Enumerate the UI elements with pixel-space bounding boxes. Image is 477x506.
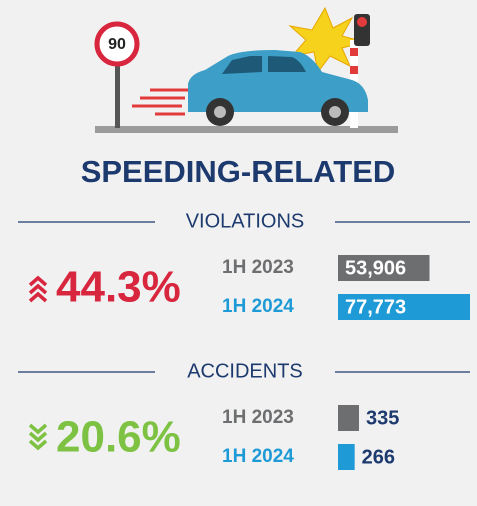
hub <box>329 106 341 118</box>
value-label: 53,906 <box>345 257 406 279</box>
speed-limit: 90 <box>108 36 126 53</box>
hub <box>214 106 226 118</box>
period-label: 1H 2023 <box>222 407 294 428</box>
period-label: 1H 2023 <box>222 257 294 278</box>
section-heading: ACCIDENTS <box>187 360 303 382</box>
value-label: 77,773 <box>345 296 406 318</box>
title: SPEEDING-RELATED <box>81 154 396 189</box>
value-label: 335 <box>366 407 399 429</box>
section-heading: VIOLATIONS <box>186 210 305 232</box>
signal-light <box>357 17 367 27</box>
infographic: 90 SPEEDING-RELATED VIOLATIONS 44.3% 1H 20… <box>0 0 477 506</box>
period-label: 1H 2024 <box>222 296 294 317</box>
change-percent: 20.6% <box>56 413 181 462</box>
value-label: 266 <box>362 446 395 468</box>
sign-pole <box>115 62 120 128</box>
period-label: 1H 2024 <box>222 446 294 467</box>
change-percent: 44.3% <box>56 263 181 312</box>
value-bar <box>338 405 359 431</box>
value-bar <box>338 444 355 470</box>
